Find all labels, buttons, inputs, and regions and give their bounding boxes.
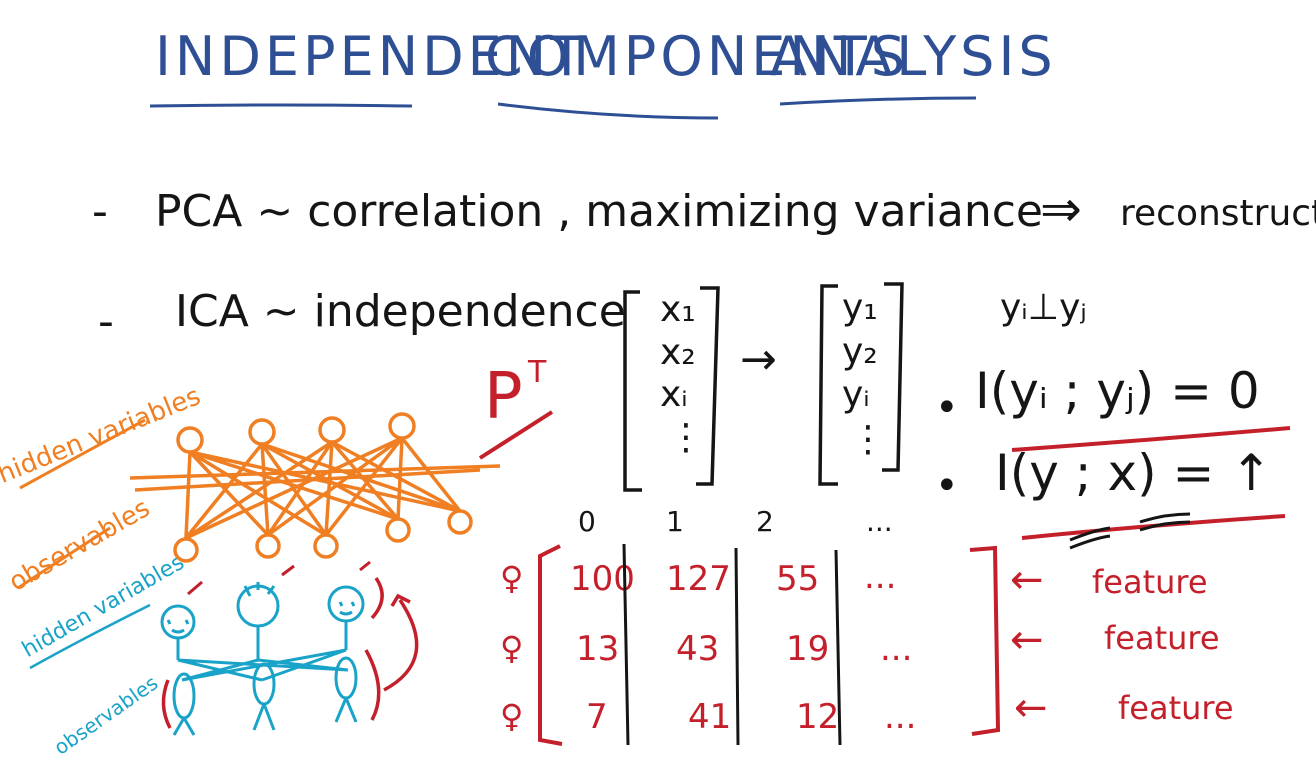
- pt-stroke: [478, 410, 554, 460]
- mutual-information-equation-1: I(yᵢ ; yⱼ) = 0: [975, 362, 1260, 420]
- observable-person: [334, 656, 358, 700]
- x-vector-entry: x₁: [660, 289, 696, 330]
- feature-arrow: ←: [1010, 617, 1044, 663]
- title-underline: [497, 102, 719, 120]
- observable-node: [255, 533, 281, 559]
- equation-underline: [1011, 426, 1291, 452]
- x-vector-entry: xᵢ: [660, 374, 688, 415]
- matrix-cell: 43: [676, 629, 720, 669]
- feature-arrow: ←: [1010, 557, 1044, 603]
- label-underline: [17, 526, 111, 590]
- matrix-cell: 19: [786, 629, 830, 669]
- matrix-column-header: ...: [866, 505, 893, 538]
- observable-node: [447, 509, 473, 535]
- label-underline: [29, 603, 151, 670]
- feature-label: feature: [1092, 563, 1208, 601]
- label-underline: [19, 418, 146, 490]
- transform-matrix-label: P: [484, 360, 523, 434]
- transpose-superscript: T: [528, 355, 547, 390]
- observable-node: [385, 517, 411, 543]
- matrix-row-marker: ♀: [500, 559, 524, 597]
- teal-network: [160, 582, 365, 736]
- ica-dash: -: [98, 296, 114, 347]
- hidden-node: [318, 416, 346, 444]
- emphasis-stroke: [1069, 534, 1111, 550]
- matrix-row-marker: ♀: [500, 629, 524, 667]
- y-vector-entry: y₂: [842, 331, 878, 372]
- y-vector-bracket-left: [818, 284, 838, 486]
- title-word-components: COMPONENTS: [485, 25, 910, 88]
- matrix-column-header: 2: [756, 505, 774, 538]
- x-vector-entry: ⋮: [668, 417, 704, 458]
- emphasis-stroke: [1069, 526, 1111, 542]
- title-word-independent: INDEPENDENT: [155, 25, 588, 88]
- pca-description: PCA ~ correlation , maximizing variance: [155, 186, 1043, 237]
- observables-bracket-right: [364, 649, 381, 721]
- bullet-dot: •: [935, 385, 959, 431]
- feature-arrow: ←: [1014, 685, 1048, 731]
- x-vector-entry: x₂: [660, 332, 696, 373]
- matrix-cell: 55: [776, 559, 820, 599]
- title-word-analysis: ANALYSIS: [770, 25, 1057, 88]
- hidden-node: [176, 426, 204, 454]
- matrix-cell: 41: [688, 697, 732, 737]
- matrix-bracket-right: [969, 545, 1001, 736]
- matrix-column-header: 1: [666, 505, 684, 538]
- feature-label: feature: [1118, 689, 1234, 727]
- emphasis-stroke: [1139, 512, 1191, 524]
- matrix-cell: ...: [884, 697, 917, 737]
- emphasis-stroke: [1139, 520, 1191, 532]
- hidden-node: [388, 412, 416, 440]
- y-vector-entry: ⋮: [850, 419, 886, 460]
- matrix-cell: 12: [796, 697, 840, 737]
- observables-bracket-left: [161, 679, 172, 729]
- pca-dash: -: [92, 186, 108, 237]
- observable-node: [313, 533, 339, 559]
- matrix-column-separator: [622, 543, 842, 746]
- matrix-cell: ...: [864, 557, 897, 597]
- y-vector-bracket-right: [882, 282, 904, 472]
- matrix-cell: 127: [666, 559, 731, 599]
- observable-node: [173, 537, 199, 563]
- mapping-arrow: [383, 599, 419, 692]
- independence-relation: yᵢ⊥yⱼ: [1000, 287, 1087, 328]
- ica-description: ICA ~ independence: [175, 286, 626, 337]
- hidden-person-head: [327, 585, 365, 623]
- title-underline: [779, 96, 977, 106]
- bullet-dot: •: [935, 463, 959, 509]
- y-vector-entry: yᵢ: [842, 374, 870, 415]
- matrix-column-header: 0: [578, 505, 596, 538]
- matrix-cell: 13: [576, 629, 620, 669]
- matrix-cell: 7: [586, 697, 608, 737]
- title-underline: [149, 103, 413, 108]
- matrix-bracket-left: [538, 544, 563, 746]
- matrix-cell: ...: [880, 629, 913, 669]
- x-vector-bracket-left: [623, 290, 642, 492]
- hidden-bracket: [370, 576, 384, 620]
- x-vector-bracket-right: [696, 286, 720, 486]
- observable-person: [252, 662, 276, 706]
- mutual-information-equation-2: I(y ; x) = ↑: [995, 444, 1273, 502]
- hidden-person-head: [236, 584, 280, 628]
- y-vector-entry: y₁: [842, 287, 878, 328]
- hidden-node: [248, 418, 276, 446]
- orange-network: [129, 412, 501, 563]
- transform-arrow: →: [740, 334, 777, 385]
- divider-dash: [187, 560, 371, 596]
- pca-reconstruction: reconstruction: [1120, 193, 1316, 234]
- feature-label: feature: [1104, 619, 1220, 657]
- matrix-row-marker: ♀: [500, 697, 524, 735]
- implies-arrow: ⇒: [1040, 180, 1082, 238]
